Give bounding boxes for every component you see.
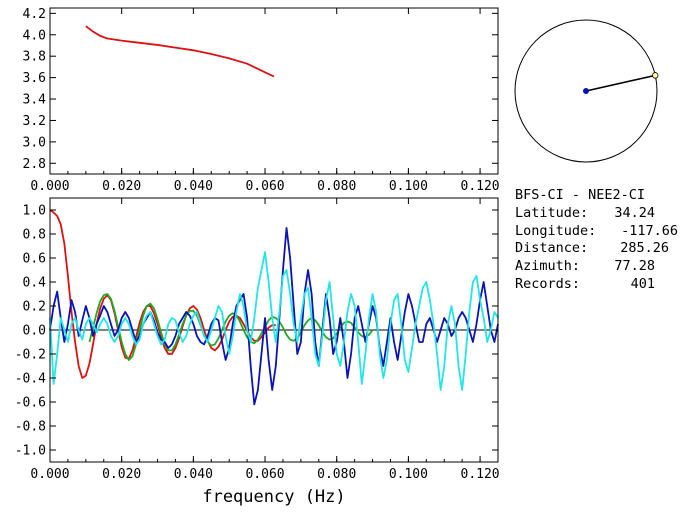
top-chart-axes: 0.000 0.020 0.040 0.060 0.080 0.100 0.120 2.8 3.… xyxy=(23,7,500,194)
top-y-tick-label: 2.8 xyxy=(23,157,46,172)
top-series-red xyxy=(85,25,275,78)
latitude-label: Latitude: xyxy=(515,205,588,221)
center-station-marker xyxy=(583,88,589,94)
top-y-tick-label: 3.0 xyxy=(23,135,46,150)
longitude-value: -117.66 xyxy=(621,223,678,239)
bottom-y-tick-label: 1.0 xyxy=(23,204,46,219)
bottom-y-tick-label: -0.8 xyxy=(15,420,46,435)
bottom-series-cyan xyxy=(49,251,499,391)
bottom-series-red xyxy=(49,209,276,379)
distance-value: 285.26 xyxy=(620,240,669,256)
bottom-y-tick-label: -0.6 xyxy=(15,396,46,411)
bottom-x-tick-label: 0.100 xyxy=(389,467,428,482)
bottom-y-tick-label: 0.8 xyxy=(23,228,46,243)
top-chart-curves xyxy=(85,25,275,78)
bottom-y-tick-label: -0.4 xyxy=(15,372,46,387)
longitude-label: Longitude: xyxy=(515,223,596,239)
top-y-tick-label: 4.2 xyxy=(23,7,46,22)
bottom-chart-axes: 0.000 0.020 0.040 0.060 0.080 0.100 0.120 1.0 0.… xyxy=(15,198,500,482)
bottom-x-tick-label: 0.120 xyxy=(461,467,500,482)
azimuth-value: 77.28 xyxy=(614,258,655,274)
top-y-tick-label: 3.6 xyxy=(23,71,46,86)
top-x-tick-label: 0.020 xyxy=(102,179,141,194)
top-x-tick-label: 0.080 xyxy=(317,179,356,194)
bottom-y-tick-label: 0.2 xyxy=(23,300,46,315)
top-chart-frame xyxy=(49,7,499,175)
spectra-chart: 0.000 0.020 0.040 0.060 0.080 0.100 0.120 1.0 0.… xyxy=(15,197,500,507)
station-info-panel: BFS-CI - NEE2-CI Latitude: 34.24 Longitu… xyxy=(515,187,678,292)
bottom-chart-curves xyxy=(49,209,499,406)
bottom-y-tick-label: 0.4 xyxy=(23,276,47,291)
distance-label: Distance: xyxy=(515,240,588,256)
station-pair: BFS-CI - NEE2-CI xyxy=(515,187,645,203)
remote-station-marker xyxy=(652,72,659,79)
x-axis-title: frequency (Hz) xyxy=(202,487,345,507)
bottom-series-blue xyxy=(49,227,499,406)
bottom-y-tick-label: 0.6 xyxy=(23,252,46,267)
top-x-tick-label: 0.000 xyxy=(30,179,69,194)
top-x-tick-label: 0.100 xyxy=(389,179,428,194)
top-y-tick-label: 3.8 xyxy=(23,50,46,65)
top-y-tick-label: 3.4 xyxy=(23,93,47,108)
azimuth-line xyxy=(585,74,656,92)
bottom-y-tick-label: -0.2 xyxy=(15,348,46,363)
bottom-x-tick-label: 0.000 xyxy=(30,467,69,482)
bottom-x-tick-label: 0.040 xyxy=(174,467,213,482)
top-y-tick-label: 3.2 xyxy=(23,114,46,129)
latitude-value: 34.24 xyxy=(614,205,655,221)
azimuth-plot xyxy=(514,19,659,163)
top-x-tick-label: 0.040 xyxy=(174,179,213,194)
top-x-tick-label: 0.120 xyxy=(461,179,500,194)
records-value: 401 xyxy=(631,276,655,292)
records-label: Records: xyxy=(515,276,580,292)
top-x-tick-label: 0.060 xyxy=(245,179,284,194)
bottom-x-tick-label: 0.020 xyxy=(102,467,141,482)
bottom-y-tick-label: -1.0 xyxy=(15,444,46,459)
phase-velocity-chart: 0.000 0.020 0.040 0.060 0.080 0.100 0.120 2.8 3.… xyxy=(23,7,500,194)
azimuth-label: Azimuth: xyxy=(515,258,580,274)
bottom-y-tick-label: 0.0 xyxy=(23,324,46,339)
bottom-x-tick-label: 0.060 xyxy=(245,467,284,482)
bottom-x-tick-label: 0.080 xyxy=(317,467,356,482)
top-y-tick-label: 4.0 xyxy=(23,28,46,43)
azimuth-circle xyxy=(514,19,658,163)
